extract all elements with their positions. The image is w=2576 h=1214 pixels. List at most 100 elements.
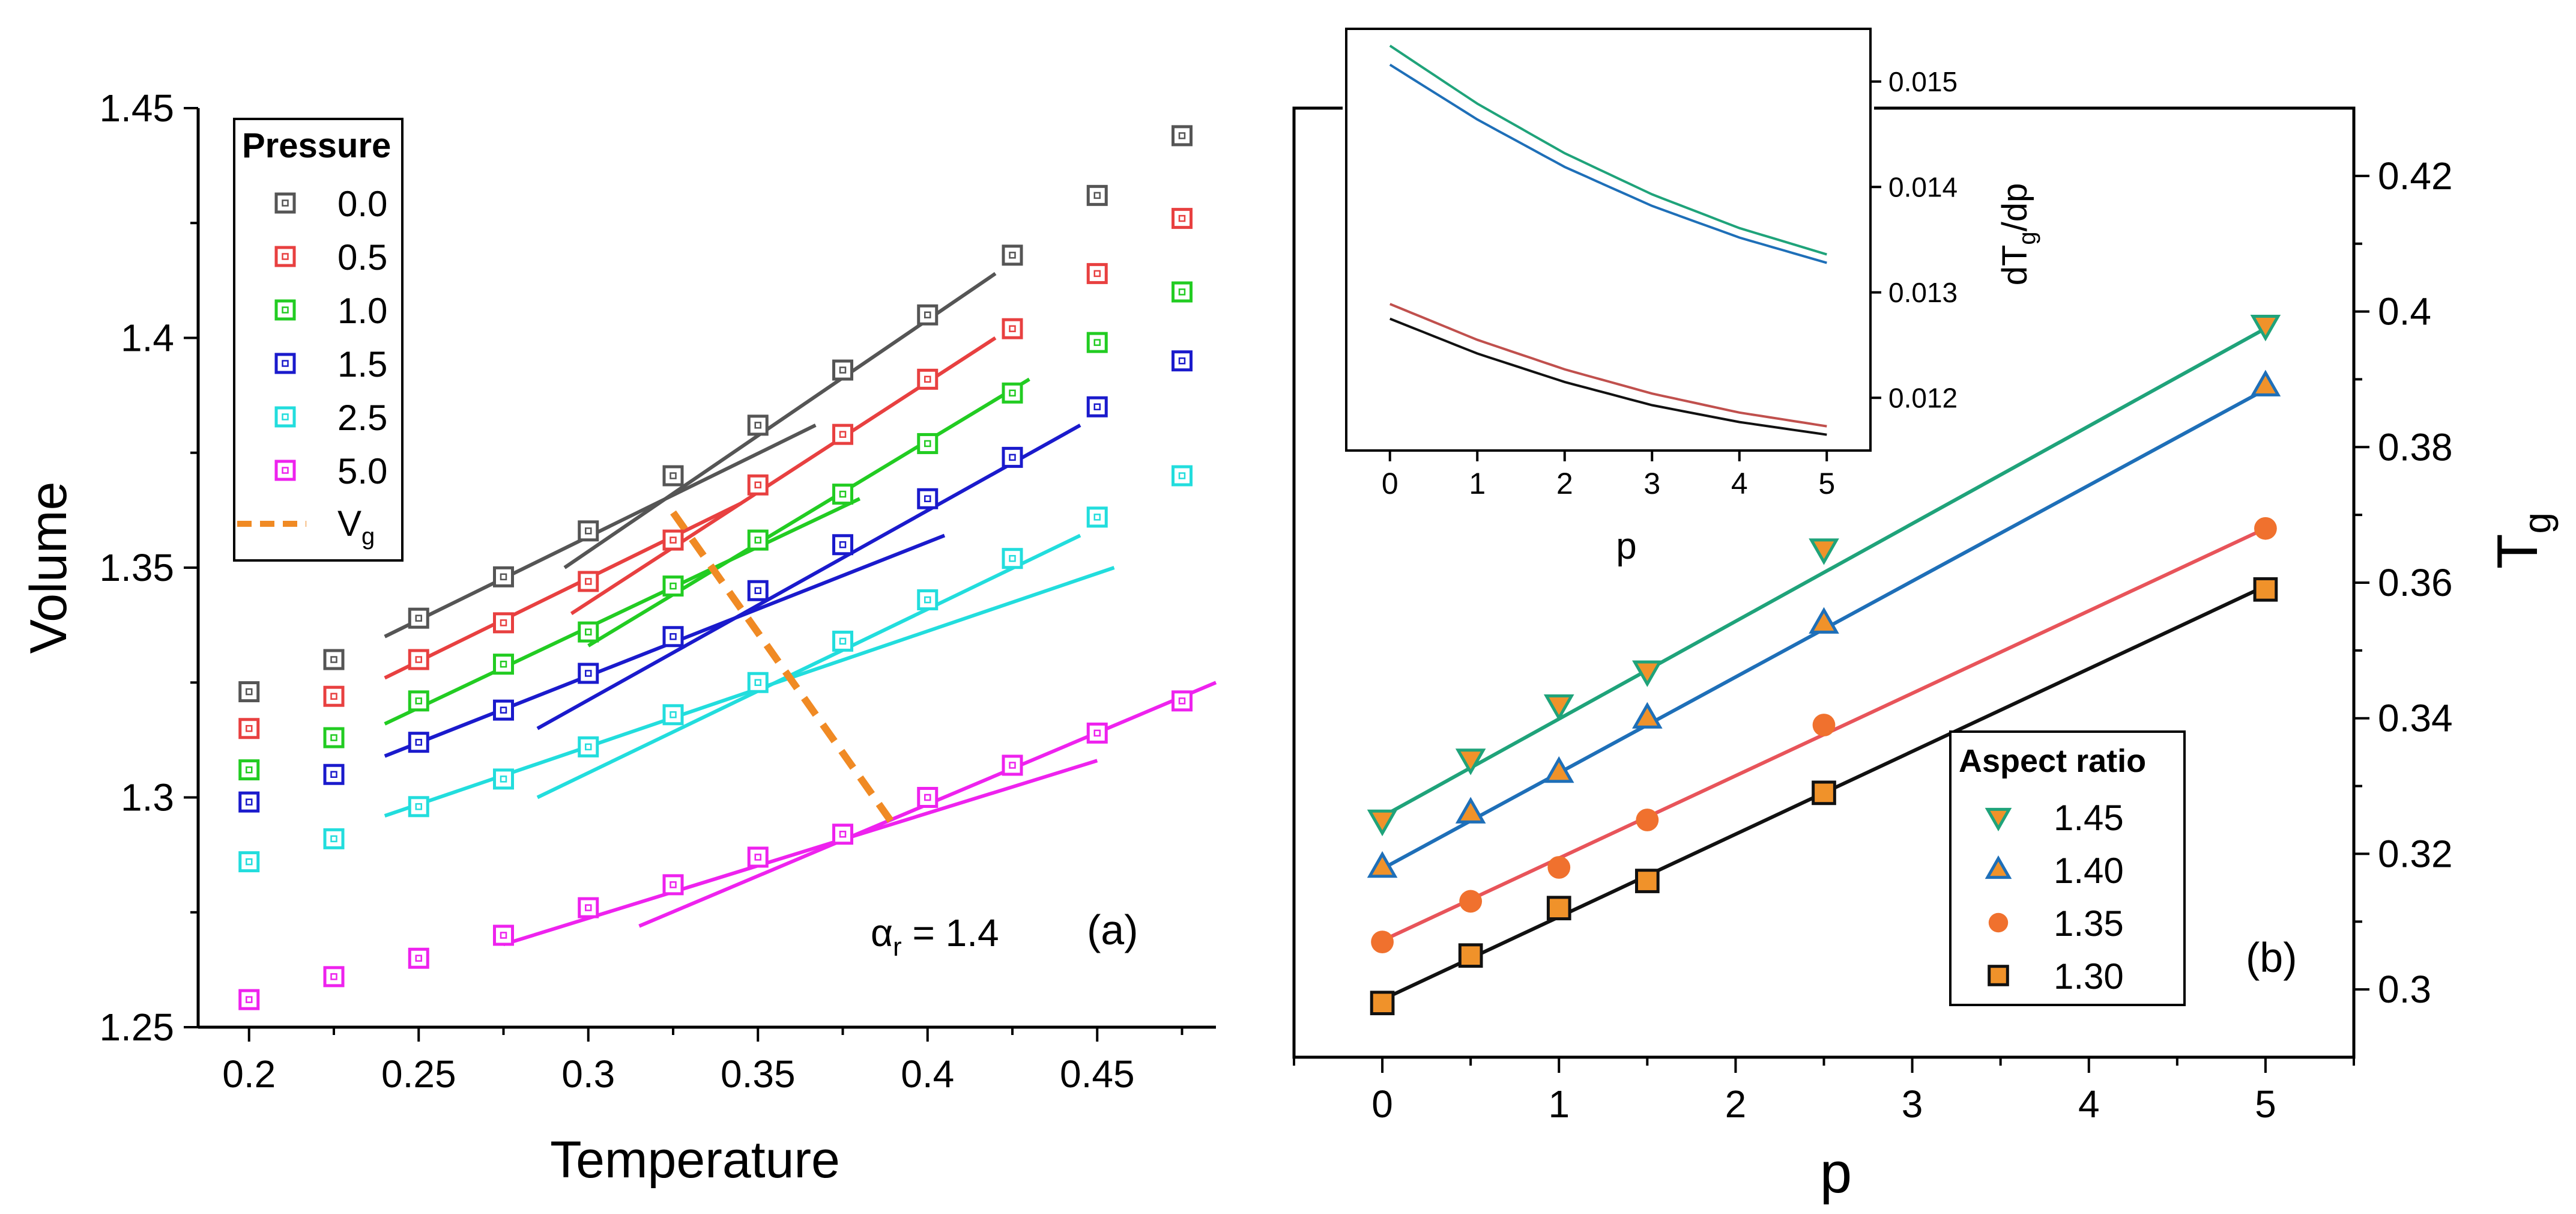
panel-b-inset-chart: 0 1 2 3 4 5 0.012 0.013 0.014 0.015 p dTg/dp xyxy=(1343,25,2040,567)
marker-inner xyxy=(585,527,592,535)
data-point-5.0 xyxy=(662,874,684,896)
marker-inner xyxy=(415,738,422,746)
data-point-1.45 xyxy=(1632,660,1663,687)
marker-square xyxy=(662,575,684,597)
marker-square xyxy=(493,699,514,721)
marker-square xyxy=(747,529,769,551)
data-point-0.5 xyxy=(917,368,939,390)
data-point-1.0 xyxy=(493,654,514,675)
legend-marker xyxy=(274,246,296,267)
marker-inner xyxy=(670,582,677,590)
data-point-1.40 xyxy=(1543,756,1574,783)
marker-inner xyxy=(246,858,253,866)
marker-inner xyxy=(500,775,507,783)
marker-inner xyxy=(754,679,761,686)
marker-inner xyxy=(1178,132,1186,139)
x-tick-label: 0.2 xyxy=(222,1052,276,1096)
legend-item-5.0: 5.0 xyxy=(274,451,387,491)
data-point-1.5 xyxy=(747,580,769,601)
marker-square xyxy=(832,423,853,445)
marker-inner xyxy=(839,541,847,548)
marker-square xyxy=(917,368,939,390)
marker-square xyxy=(662,874,684,896)
data-point-1.0 xyxy=(323,727,345,748)
marker-square xyxy=(1002,754,1023,776)
marker-square xyxy=(1172,281,1193,303)
data-point-2.5 xyxy=(917,589,939,611)
data-point-0.0 xyxy=(662,465,684,487)
marker-inner xyxy=(415,955,422,962)
data-point-0.5 xyxy=(1172,208,1193,229)
marker-inner xyxy=(500,932,507,939)
marker-inner xyxy=(1009,454,1016,461)
data-point-1.5 xyxy=(1086,396,1108,417)
data-point-1.30 xyxy=(1370,991,1395,1016)
marker-square xyxy=(832,534,853,556)
marker-square xyxy=(323,966,345,988)
marker-square xyxy=(493,566,514,587)
marker-inner xyxy=(1178,697,1186,705)
x-tick-label: 4 xyxy=(2078,1082,2100,1126)
marker-square xyxy=(917,787,939,808)
marker-inner xyxy=(330,835,337,843)
marker-inner xyxy=(924,440,931,448)
data-point-1.30 xyxy=(1546,896,1571,921)
inset-x-tick-label: 5 xyxy=(1818,467,1835,500)
marker-inner xyxy=(839,490,847,498)
marker-square xyxy=(578,663,599,684)
marker-inner xyxy=(1093,339,1101,346)
legend-label: 2.5 xyxy=(337,398,387,438)
data-point-1.40 xyxy=(1632,702,1663,729)
marker-square xyxy=(238,681,260,703)
marker-square xyxy=(1086,506,1108,528)
data-point-1.40 xyxy=(2250,369,2281,396)
legend-marker-inner xyxy=(282,413,289,420)
data-point-1.5 xyxy=(238,791,260,813)
data-point-2.5 xyxy=(408,796,429,818)
marker-square xyxy=(662,626,684,648)
marker-square xyxy=(408,796,429,818)
marker-square xyxy=(1002,548,1023,569)
data-point-1.5 xyxy=(832,534,853,556)
data-point-1.0 xyxy=(1086,332,1108,353)
data-point-1.5 xyxy=(323,763,345,785)
marker-square xyxy=(747,846,769,868)
data-point-2.5 xyxy=(323,828,345,849)
marker-inner xyxy=(246,996,253,1003)
marker-inner xyxy=(1009,762,1016,769)
data-point-1.0 xyxy=(1002,382,1023,404)
marker-inner xyxy=(415,656,422,663)
legend-marker xyxy=(274,460,296,481)
data-point-5.0 xyxy=(832,824,853,845)
legend-marker-inner xyxy=(282,253,289,260)
data-point-0.5 xyxy=(238,718,260,739)
marker-square xyxy=(832,630,853,652)
marker-square xyxy=(408,690,429,712)
marker-inner xyxy=(670,881,677,888)
marker-inner xyxy=(754,587,761,594)
marker-square xyxy=(323,685,345,707)
marker-square xyxy=(832,484,853,505)
data-point-1.35 xyxy=(2254,517,2277,540)
data-point-0.5 xyxy=(662,529,684,551)
legend-item-1.40: 1.40 xyxy=(1985,851,2124,891)
data-point-1.35 xyxy=(1812,714,1836,736)
data-point-0.5 xyxy=(323,685,345,707)
x-tick-label: 0.25 xyxy=(381,1052,456,1096)
data-point-1.0 xyxy=(578,621,599,643)
data-point-1.5 xyxy=(493,699,514,721)
legend-title: Aspect ratio xyxy=(1959,743,2146,779)
marker-square xyxy=(917,432,939,454)
data-point-1.0 xyxy=(408,690,429,712)
marker-inner xyxy=(670,633,677,640)
marker-square xyxy=(1086,396,1108,417)
legend-item-1.0: 1.0 xyxy=(274,291,387,331)
marker-inner xyxy=(500,619,507,627)
marker-square xyxy=(1086,263,1108,284)
marker-inner xyxy=(585,743,592,751)
inset-series-line-2 xyxy=(1389,64,1827,264)
marker-inner xyxy=(1009,554,1016,562)
y-tick-label: 0.32 xyxy=(2378,832,2453,875)
legend-marker xyxy=(274,406,296,428)
x-tick-label: 0.4 xyxy=(901,1052,954,1096)
